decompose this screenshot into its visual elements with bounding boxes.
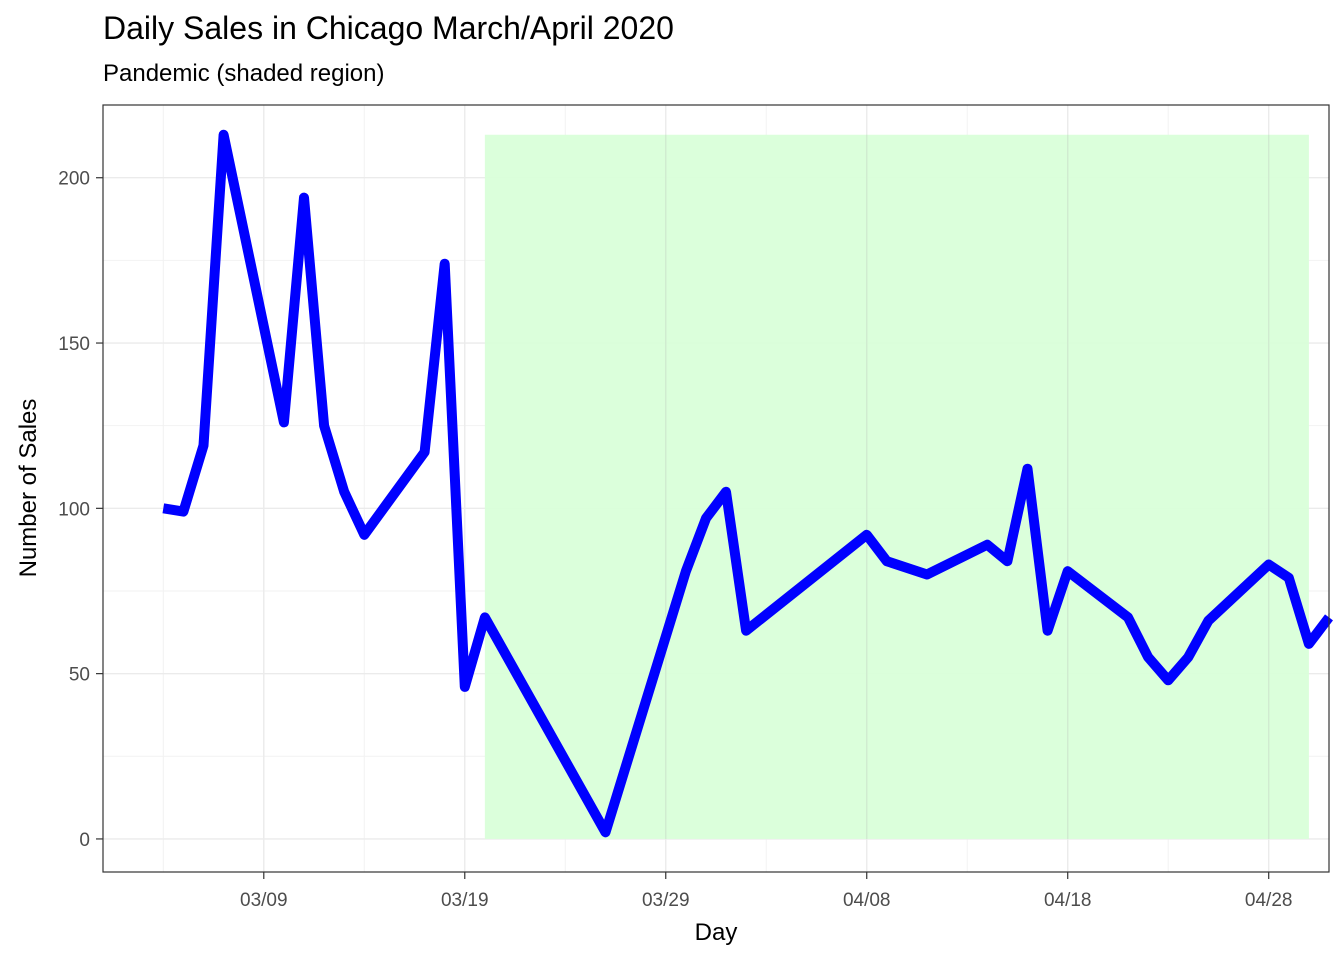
x-axis-ticks: 03/09 03/19 03/29 04/08 04/18 04/28 <box>240 872 1292 911</box>
pandemic-shaded-region <box>484 134 1309 839</box>
y-tick-label: 100 <box>58 499 90 520</box>
y-tick-label: 200 <box>58 169 90 190</box>
chart-title: Daily Sales in Chicago March/April 2020 <box>103 10 674 46</box>
x-axis-title: Day <box>695 919 738 946</box>
x-tick-label: 03/29 <box>642 890 690 911</box>
y-tick-label: 0 <box>79 830 90 851</box>
chart-subtitle: Pandemic (shaded region) <box>103 60 385 87</box>
y-axis-ticks: 0 50 100 150 200 <box>58 169 103 851</box>
y-tick-label: 50 <box>69 665 90 686</box>
x-tick-label: 04/18 <box>1044 890 1092 911</box>
x-tick-label: 04/08 <box>843 890 891 911</box>
gridlines-over-shade <box>665 134 1270 839</box>
sales-series-line <box>162 129 1333 838</box>
x-tick-label: 03/09 <box>240 890 288 911</box>
plot-border <box>102 104 1330 873</box>
y-tick-label: 150 <box>58 334 90 355</box>
y-axis-title: Number of Sales <box>15 399 42 578</box>
x-tick-label: 04/28 <box>1245 890 1293 911</box>
x-tick-label: 03/19 <box>441 890 489 911</box>
